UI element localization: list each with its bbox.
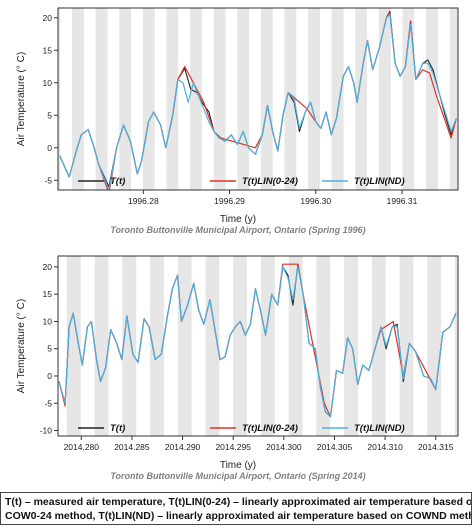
night-band	[58, 8, 61, 190]
series-group	[58, 263, 457, 418]
x-tick-label: 2014.295	[215, 442, 251, 452]
plot-frame	[57, 255, 459, 437]
legend-label-series-t: T(t)	[110, 423, 125, 434]
night-band	[378, 8, 391, 190]
night-band	[260, 8, 273, 190]
y-tick-label: 10	[43, 78, 53, 88]
night-band	[95, 8, 108, 190]
night-band	[331, 8, 344, 190]
legend-label-series-lin-0-24: T(t)LIN(0-24)	[242, 423, 298, 434]
figure: -5 0 5 10 15 20 1996.28 1996.29 1996.30 1996.31 Ai…	[16, 7, 459, 481]
chart-panel-1996: -5 0 5 10 15 20 1996.28 1996.29 1996.30 1996.31 Ai…	[16, 7, 459, 235]
legend-label-series-lin-nd: T(t)LIN(ND)	[354, 423, 405, 434]
night-band	[371, 256, 386, 436]
figure-caption: T(t) – measured air temperature, T(t)LIN…	[0, 492, 472, 525]
night-band	[355, 8, 368, 190]
night-band	[260, 256, 275, 436]
x-tick-label: 1996.31	[387, 196, 418, 206]
x-tick-label: 1996.30	[300, 196, 331, 206]
caption-line-1: T(t) – measured air temperature, T(t)LIN…	[5, 496, 472, 508]
x-tick-label: 2014.285	[114, 442, 150, 452]
night-band	[455, 256, 458, 436]
x-tick-label: 2014.280	[64, 442, 100, 452]
night-band	[213, 8, 226, 190]
night-band	[119, 8, 132, 190]
y-tick-label: 0	[47, 143, 52, 153]
night-band	[399, 256, 414, 436]
y-tick-label: 5	[47, 344, 52, 354]
caption-line-2: COW0-24 method, T(t)LIN(ND) – linearly a…	[5, 510, 472, 522]
night-band	[190, 8, 202, 190]
y-tick-label: 15	[43, 289, 53, 299]
series-lin-nd	[59, 13, 457, 190]
y-tick-label: 5	[47, 110, 52, 120]
series-group	[59, 10, 457, 190]
x-tick-label: 2014.315	[418, 442, 454, 452]
night-band	[426, 8, 438, 190]
y-tick-label: 0	[47, 371, 52, 381]
x-tick-label: 2014.290	[165, 442, 201, 452]
y-tick-label: 20	[43, 13, 53, 23]
night-band	[94, 256, 109, 436]
chart-subtitle: Toronto Buttonville Municipal Airport, O…	[110, 225, 365, 235]
night-bands	[58, 8, 458, 190]
y-tick-label: 10	[43, 316, 53, 326]
plot-frame	[57, 7, 459, 191]
legend: T(t) T(t)LIN(0-24) T(t)LIN(ND)	[78, 423, 405, 434]
night-bands	[66, 256, 458, 436]
series-lin-nd	[58, 266, 457, 418]
night-band	[122, 256, 137, 436]
x-axis-label: Time (y)	[220, 214, 256, 225]
y-tick-label: -5	[44, 175, 52, 185]
night-band	[308, 8, 320, 190]
legend-label-series-t: T(t)	[110, 176, 125, 187]
night-band	[72, 8, 84, 190]
night-band	[427, 256, 442, 436]
night-band	[237, 8, 250, 190]
series-t	[59, 10, 457, 188]
x-tick-label: 2014.300	[266, 442, 302, 452]
x-tick-label: 1996.29	[214, 196, 245, 206]
night-band	[284, 8, 297, 190]
y-axis-label: Air Temperature (° C)	[16, 52, 27, 146]
night-band	[402, 8, 415, 190]
night-band	[166, 8, 179, 190]
night-band	[316, 256, 331, 436]
legend: T(t) T(t)LIN(0-24) T(t)LIN(ND)	[78, 176, 405, 187]
x-tick-label: 2014.310	[367, 442, 403, 452]
night-band	[142, 8, 155, 190]
y-tick-label: 20	[43, 262, 53, 272]
y-tick-label: 15	[43, 45, 53, 55]
x-tick-label: 2014.305	[317, 442, 353, 452]
night-band	[449, 8, 458, 190]
chart-panel-2014: -10 -5 0 5 10 15 20 2014.280 2014.285 2014.290 201…	[16, 255, 459, 481]
series-lin-0-24	[58, 263, 457, 418]
chart-subtitle: Toronto Buttonville Municipal Airport, O…	[110, 471, 365, 481]
legend-label-series-lin-nd: T(t)LIN(ND)	[354, 176, 405, 187]
x-tick-label: 1996.28	[128, 196, 159, 206]
y-axis-label: Air Temperature (° C)	[16, 299, 27, 393]
night-band	[233, 256, 248, 436]
night-band	[66, 256, 81, 436]
series-lin-0-24	[59, 12, 457, 190]
night-band	[150, 256, 164, 436]
y-tick-label: -5	[44, 398, 52, 408]
legend-label-series-lin-0-24: T(t)LIN(0-24)	[242, 176, 298, 187]
y-tick-label: -10	[40, 426, 53, 436]
night-band	[177, 256, 192, 436]
x-axis-label: Time (y)	[220, 460, 256, 471]
